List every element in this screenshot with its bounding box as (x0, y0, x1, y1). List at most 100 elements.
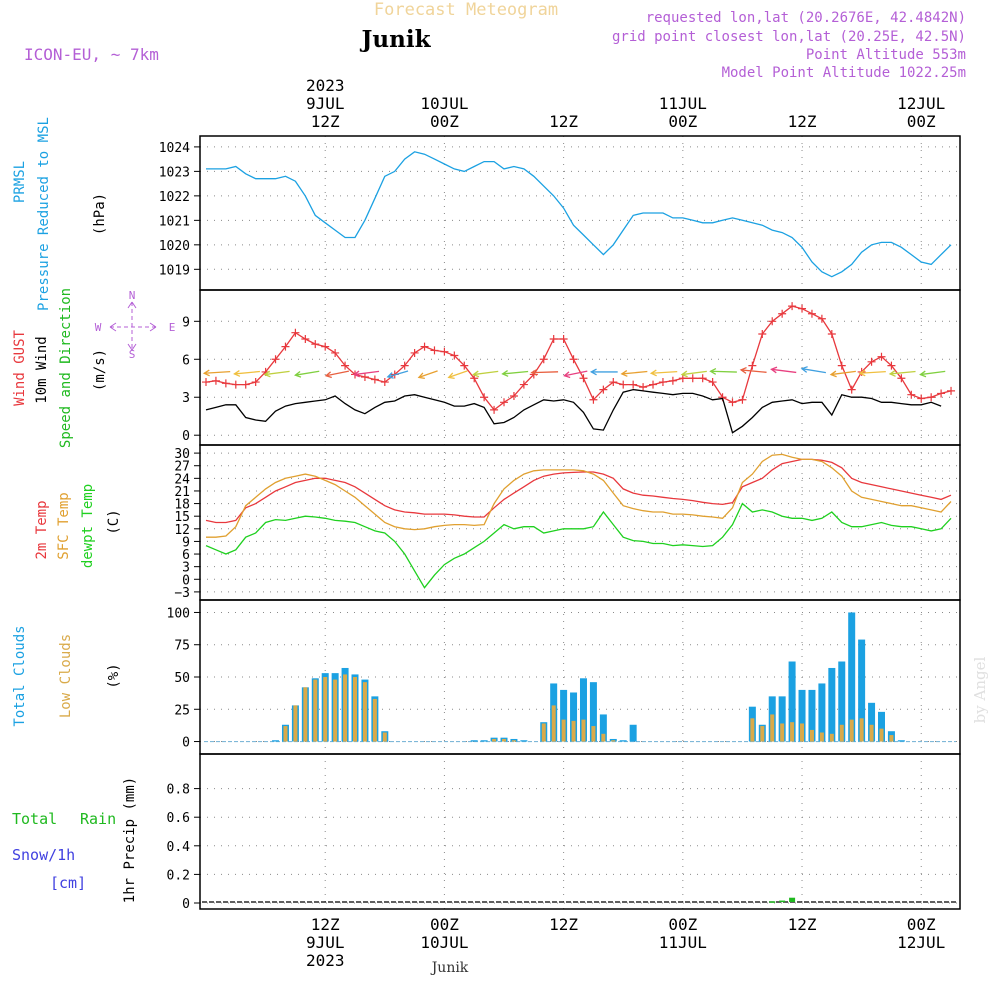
gust-point (708, 378, 717, 387)
gust-point (231, 380, 240, 389)
top-time-label: 12Z (788, 112, 817, 131)
top-time-label: 00Z (430, 112, 459, 131)
wind-dir-arrow (709, 367, 737, 375)
low-cloud-bar (343, 674, 348, 742)
gust-point (947, 386, 956, 395)
low-cloud-bar (323, 677, 328, 742)
y-tick-label: −3 (174, 586, 190, 601)
low-cloud-bar (561, 719, 566, 742)
cloud-panel-labels: Total Clouds Low Clouds (%) (12, 625, 122, 726)
wind-unit: (m/s) (92, 349, 108, 391)
y-tick-label: 0.6 (167, 811, 190, 826)
y-tick-label: 0 (182, 897, 190, 912)
low-cloud-bar (819, 732, 824, 742)
gust-point (321, 342, 330, 351)
total-cloud-bar (788, 661, 796, 742)
bottom-time-label: 2023 (306, 951, 345, 970)
gust-point (480, 393, 489, 402)
top-time-label: 00Z (668, 112, 697, 131)
panel-2: 0 3 6 9 (182, 289, 961, 446)
y-tick-label: 1019 (159, 263, 190, 278)
low-cloud-bar (551, 705, 556, 742)
gust-point (281, 342, 290, 351)
wind-dir-arrow (233, 370, 260, 377)
gust-point (440, 347, 449, 356)
panel-frame (199, 444, 961, 601)
gust-point (927, 393, 936, 402)
y-tick-label: 75 (174, 639, 190, 654)
low-cloud-bar (889, 735, 894, 742)
gust-point (917, 394, 926, 403)
panels-group: 1019102010211022102310240369−30369121518… (159, 135, 961, 912)
info-line-3: Point Altitude 553m (806, 47, 966, 63)
wind-dir-arrow (352, 370, 380, 378)
wind-dir-arrow (919, 370, 946, 378)
low-cloud-bar (849, 719, 854, 742)
low-cloud-bar (780, 723, 785, 742)
compass-w: W (95, 321, 102, 334)
top-time-label: 11JUL (659, 94, 707, 113)
gust-point (837, 361, 846, 370)
total-cloud-bar (828, 667, 836, 742)
gust-point (738, 395, 747, 404)
gust-point (500, 398, 509, 407)
top-time-label: 12Z (549, 112, 578, 131)
low-cloud-bar (511, 740, 516, 742)
panel-5: 0 0.2 0.4 0.6 0.8 (167, 753, 961, 912)
gust-point (470, 374, 479, 383)
gust-point (380, 378, 389, 387)
precip-bar (789, 897, 796, 902)
total-cloud-bar (808, 689, 816, 742)
wind-dir-label: Speed and Direction (58, 288, 74, 448)
total-cloud-bar (877, 711, 885, 742)
gust-point (370, 375, 379, 384)
pressure-label-desc: Pressure Reduced to MSL (36, 117, 52, 311)
total-cloud-bar (619, 740, 627, 742)
low-cloud-bar (303, 687, 308, 742)
gust-point (698, 374, 707, 383)
total-cloud-bar (798, 689, 806, 742)
cloud-unit: (%) (106, 663, 122, 688)
y-tick-label: 0 (182, 429, 190, 444)
y-tick-label: 1023 (159, 165, 190, 180)
bottom-time-label: 11JUL (659, 933, 707, 952)
total-cloud-bar (818, 683, 826, 742)
gust-point (251, 378, 260, 387)
gust-point (450, 351, 459, 360)
gust-point (460, 361, 469, 370)
y-tick-label: 0.2 (167, 868, 190, 883)
precip-rain-label: Rain (80, 810, 116, 828)
gust-point (688, 374, 697, 383)
gust-point (649, 380, 658, 389)
gust-point (519, 380, 528, 389)
gust-point (847, 385, 856, 394)
app-title: Forecast Meteogram (374, 0, 558, 20)
y-tick-label: 1022 (159, 190, 190, 205)
total-clouds-label: Total Clouds (12, 625, 28, 726)
temp-unit: (C) (106, 509, 122, 534)
low-cloud-bar (611, 740, 616, 742)
info-line-2: grid point closest lon,lat (20.25E, 42.5… (612, 29, 966, 45)
total-cloud-bar (838, 661, 846, 742)
prmsl-line (206, 151, 952, 278)
total-cloud-bar (868, 702, 876, 742)
wind-gust-label: Wind GUST (12, 330, 28, 406)
panel-frame (199, 753, 961, 910)
gust-point (420, 342, 429, 351)
gust-point (788, 302, 797, 311)
gust-point (658, 378, 667, 387)
gust-point (221, 379, 230, 388)
wind-panel-labels: Wind GUST 10m Wind Speed and Direction (… (12, 288, 175, 448)
gust-point (817, 314, 826, 323)
y-tick-label: 6 (182, 353, 190, 368)
low-cloud-bar (760, 726, 765, 742)
gust-point (331, 348, 340, 357)
wind-dir-arrow (739, 366, 767, 374)
bottom-time-label: 12Z (311, 915, 340, 934)
total-cloud-bar (570, 692, 578, 742)
top-time-label: 12JUL (897, 94, 945, 113)
precip-bar (779, 900, 786, 903)
gust-point (589, 395, 598, 404)
gust-point (291, 328, 300, 337)
